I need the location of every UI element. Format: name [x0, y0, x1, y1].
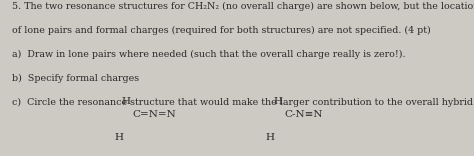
Text: H: H — [266, 133, 275, 142]
Text: C=N=N: C=N=N — [133, 110, 176, 119]
Text: C-N≡N: C-N≡N — [284, 110, 323, 119]
Text: c)  Circle the resonance structure that would make the larger contribution to th: c) Circle the resonance structure that w… — [12, 98, 474, 107]
Text: 5. The two resonance structures for CH₂N₂ (no overall charge) are shown below, b: 5. The two resonance structures for CH₂N… — [12, 2, 474, 11]
Text: H: H — [121, 97, 130, 106]
Text: of lone pairs and formal charges (required for both structures) are not specifie: of lone pairs and formal charges (requir… — [12, 26, 430, 35]
Text: H: H — [273, 97, 282, 106]
Text: H: H — [114, 133, 123, 142]
Text: a)  Draw in lone pairs where needed (such that the overall charge really is zero: a) Draw in lone pairs where needed (such… — [12, 50, 405, 59]
Text: b)  Specify formal charges: b) Specify formal charges — [12, 74, 139, 83]
